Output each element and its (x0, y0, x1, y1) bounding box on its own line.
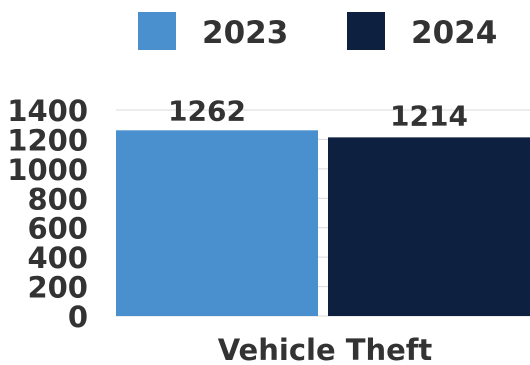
legend: 2023 2024 (138, 12, 497, 51)
y-tick-label: 1200 (7, 123, 88, 157)
y-tick-label: 0 (68, 300, 88, 334)
bars (116, 130, 530, 316)
y-tick-label: 200 (27, 271, 88, 305)
legend-swatch-2024 (347, 12, 385, 50)
legend-label-2024: 2024 (411, 15, 497, 51)
legend-label-2023: 2023 (202, 15, 288, 51)
data-labels: 1262 1214 (168, 94, 468, 132)
bar-2024 (328, 137, 530, 316)
y-tick-label: 400 (27, 241, 88, 275)
data-label-2023: 1262 (168, 94, 246, 127)
y-tick-label: 1000 (7, 153, 88, 187)
legend-swatch-2023 (138, 12, 176, 50)
y-tick-label: 600 (27, 212, 88, 246)
y-tick-label: 800 (27, 182, 88, 216)
bar-2023 (116, 130, 318, 316)
y-tick-label: 1400 (7, 94, 88, 128)
data-label-2024: 1214 (390, 99, 468, 132)
x-category-label: Vehicle Theft (218, 333, 433, 365)
